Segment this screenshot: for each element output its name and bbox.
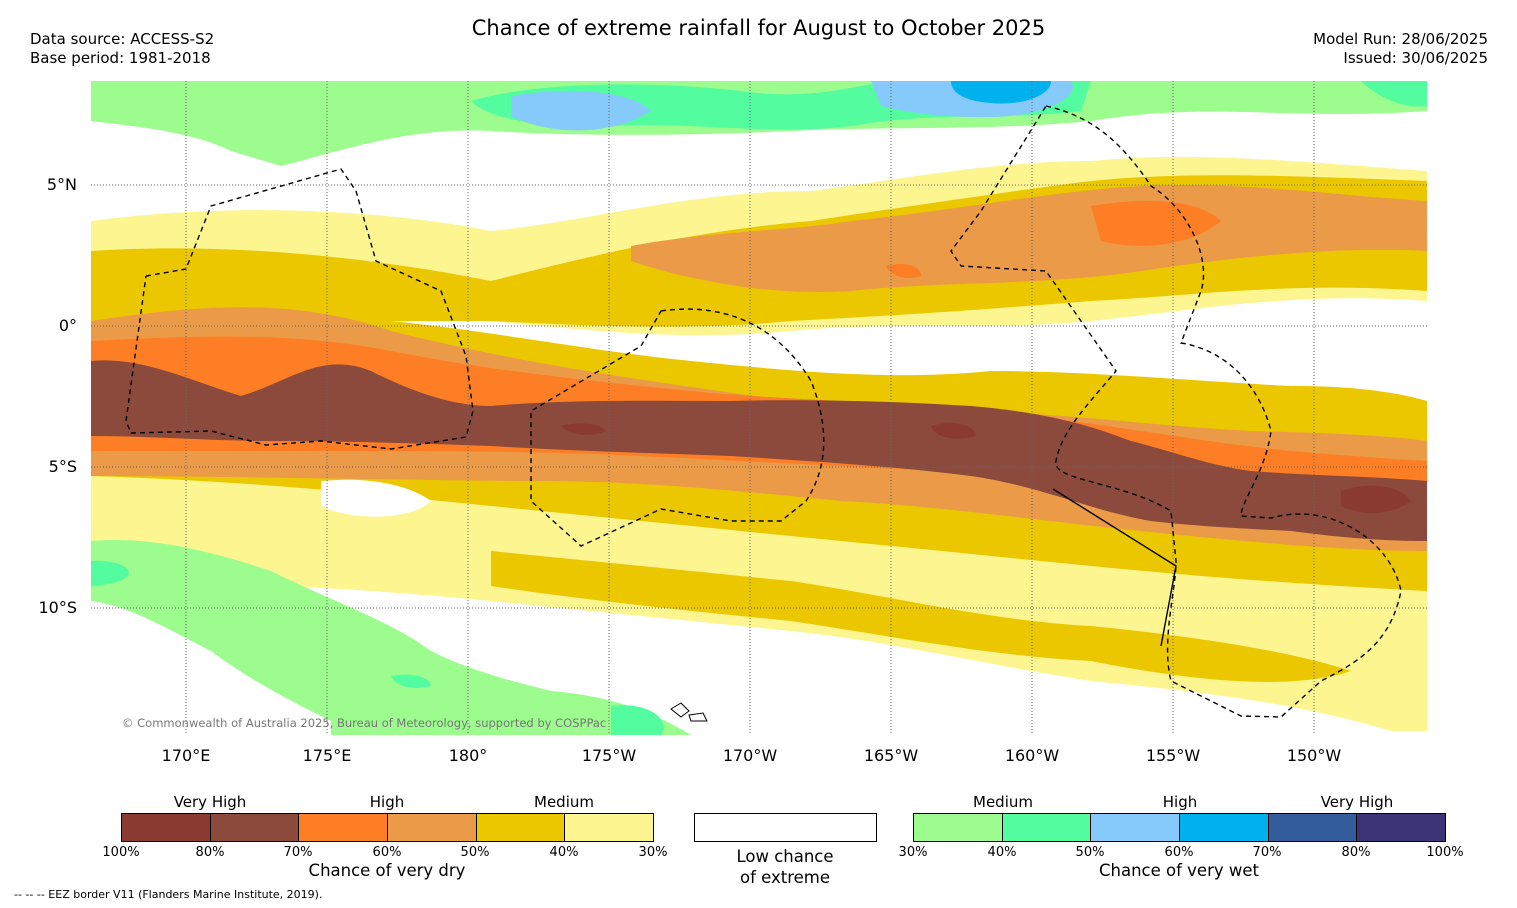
wet-swatch-6: [1357, 814, 1446, 841]
dry-tick-30: 30%: [638, 845, 668, 860]
wet-swatch-3: [1091, 814, 1181, 841]
wet-swatch-1: [914, 814, 1003, 841]
dry-heading-medium: Medium: [534, 793, 594, 811]
eez-borders: [125, 105, 1402, 718]
lat-label-10s: 10°S: [38, 598, 77, 617]
rainfall-map-canvas: [91, 81, 1427, 735]
dry-legend-caption: Chance of very dry: [308, 861, 466, 880]
dry-tick-80: 80%: [195, 845, 225, 860]
lat-label-5s: 5°S: [48, 457, 77, 476]
dry-swatch-5: [476, 814, 566, 841]
wet-tick-30: 30%: [898, 845, 928, 860]
lon-label-150w: 150°W: [1286, 746, 1342, 765]
wet-legend-bar: [913, 813, 1446, 842]
lon-label-155w: 155°W: [1145, 746, 1201, 765]
dry-swatch-2: [210, 814, 300, 841]
dry-heading-very-high: Very High: [173, 793, 247, 811]
wet-swatch-2: [1002, 814, 1092, 841]
lat-label-0: 0°: [58, 316, 77, 335]
dry-tick-50: 50%: [460, 845, 490, 860]
dry-legend-bar: [121, 813, 654, 842]
wet-tick-80: 80%: [1341, 845, 1371, 860]
model-run-text: Model Run: 28/06/2025: [1313, 30, 1488, 48]
lon-label-170e: 170°E: [161, 746, 211, 765]
model-run-info: Model Run: 28/06/2025 Issued: 30/06/2025: [1313, 30, 1488, 68]
base-period-text: Base period: 1981-2018: [30, 49, 211, 67]
wet-tick-70: 70%: [1252, 845, 1282, 860]
issued-text: Issued: 30/06/2025: [1343, 49, 1488, 67]
wet-swatch-5: [1268, 814, 1358, 841]
neutral-caption-line1: Low chance: [736, 847, 834, 866]
dry-tick-70: 70%: [283, 845, 313, 860]
wet-legend-caption: Chance of very wet: [1099, 861, 1259, 880]
lon-label-165w: 165°W: [863, 746, 919, 765]
wet-swatch-4: [1180, 814, 1269, 841]
rainfall-map: [91, 81, 1427, 735]
lat-label-5n: 5°N: [46, 175, 77, 194]
data-source-info: Data source: ACCESS-S2 Base period: 1981…: [30, 30, 214, 68]
neutral-caption-line2: of extreme: [739, 868, 831, 887]
wet-heading-very-high: Very High: [1320, 793, 1394, 811]
map-title: Chance of extreme rainfall for August to…: [471, 16, 1046, 40]
data-source-text: Data source: ACCESS-S2: [30, 30, 215, 48]
wet-tick-50: 50%: [1075, 845, 1105, 860]
eez-border-note: -- -- -- EEZ border V11 (Flanders Marine…: [14, 888, 323, 901]
wet-heading-high: High: [1162, 793, 1198, 811]
dry-swatch-4: [388, 814, 477, 841]
wet-heading-medium: Medium: [973, 793, 1033, 811]
neutral-legend-box: [694, 813, 877, 842]
dry-swatch-1: [122, 814, 211, 841]
wet-tick-60: 60%: [1164, 845, 1194, 860]
lon-label-160w: 160°W: [1004, 746, 1060, 765]
lon-label-175w: 175°W: [581, 746, 637, 765]
graticule: [91, 81, 1427, 735]
dry-tick-40: 40%: [549, 845, 579, 860]
dry-tick-100: 100%: [102, 845, 140, 860]
wet-tick-100: 100%: [1426, 845, 1464, 860]
wet-tick-40: 40%: [987, 845, 1017, 860]
lon-label-170w: 170°W: [722, 746, 778, 765]
lon-label-175e: 175°E: [302, 746, 352, 765]
copyright-notice: © Commonwealth of Australia 2025, Bureau…: [122, 716, 607, 730]
dry-tick-60: 60%: [372, 845, 402, 860]
islands: [670, 702, 708, 722]
dry-heading-high: High: [369, 793, 405, 811]
dry-swatch-6: [565, 814, 654, 841]
dry-swatch-3: [299, 814, 389, 841]
lon-label-180: 180°: [448, 746, 488, 765]
